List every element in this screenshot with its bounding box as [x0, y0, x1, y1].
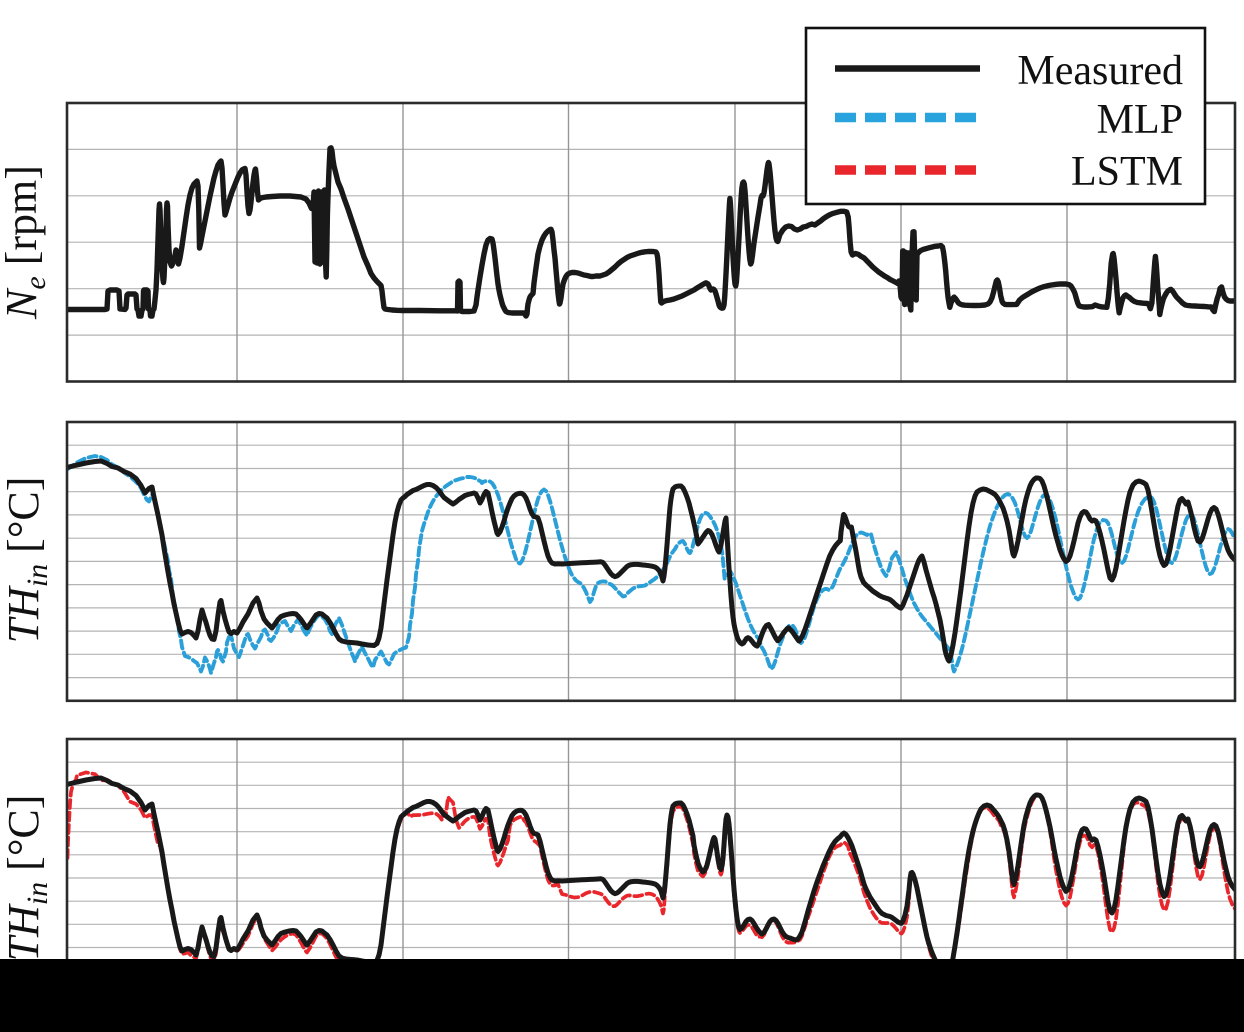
svg-text:THin [°C]: THin [°C] — [0, 477, 54, 644]
svg-text:LSTM: LSTM — [1071, 149, 1183, 195]
svg-text:MLP: MLP — [1097, 97, 1183, 143]
svg-text:THin [°C]: THin [°C] — [0, 795, 54, 962]
svg-text:Ne [rpm]: Ne [rpm] — [0, 165, 52, 320]
svg-text:Measured: Measured — [1017, 48, 1183, 94]
